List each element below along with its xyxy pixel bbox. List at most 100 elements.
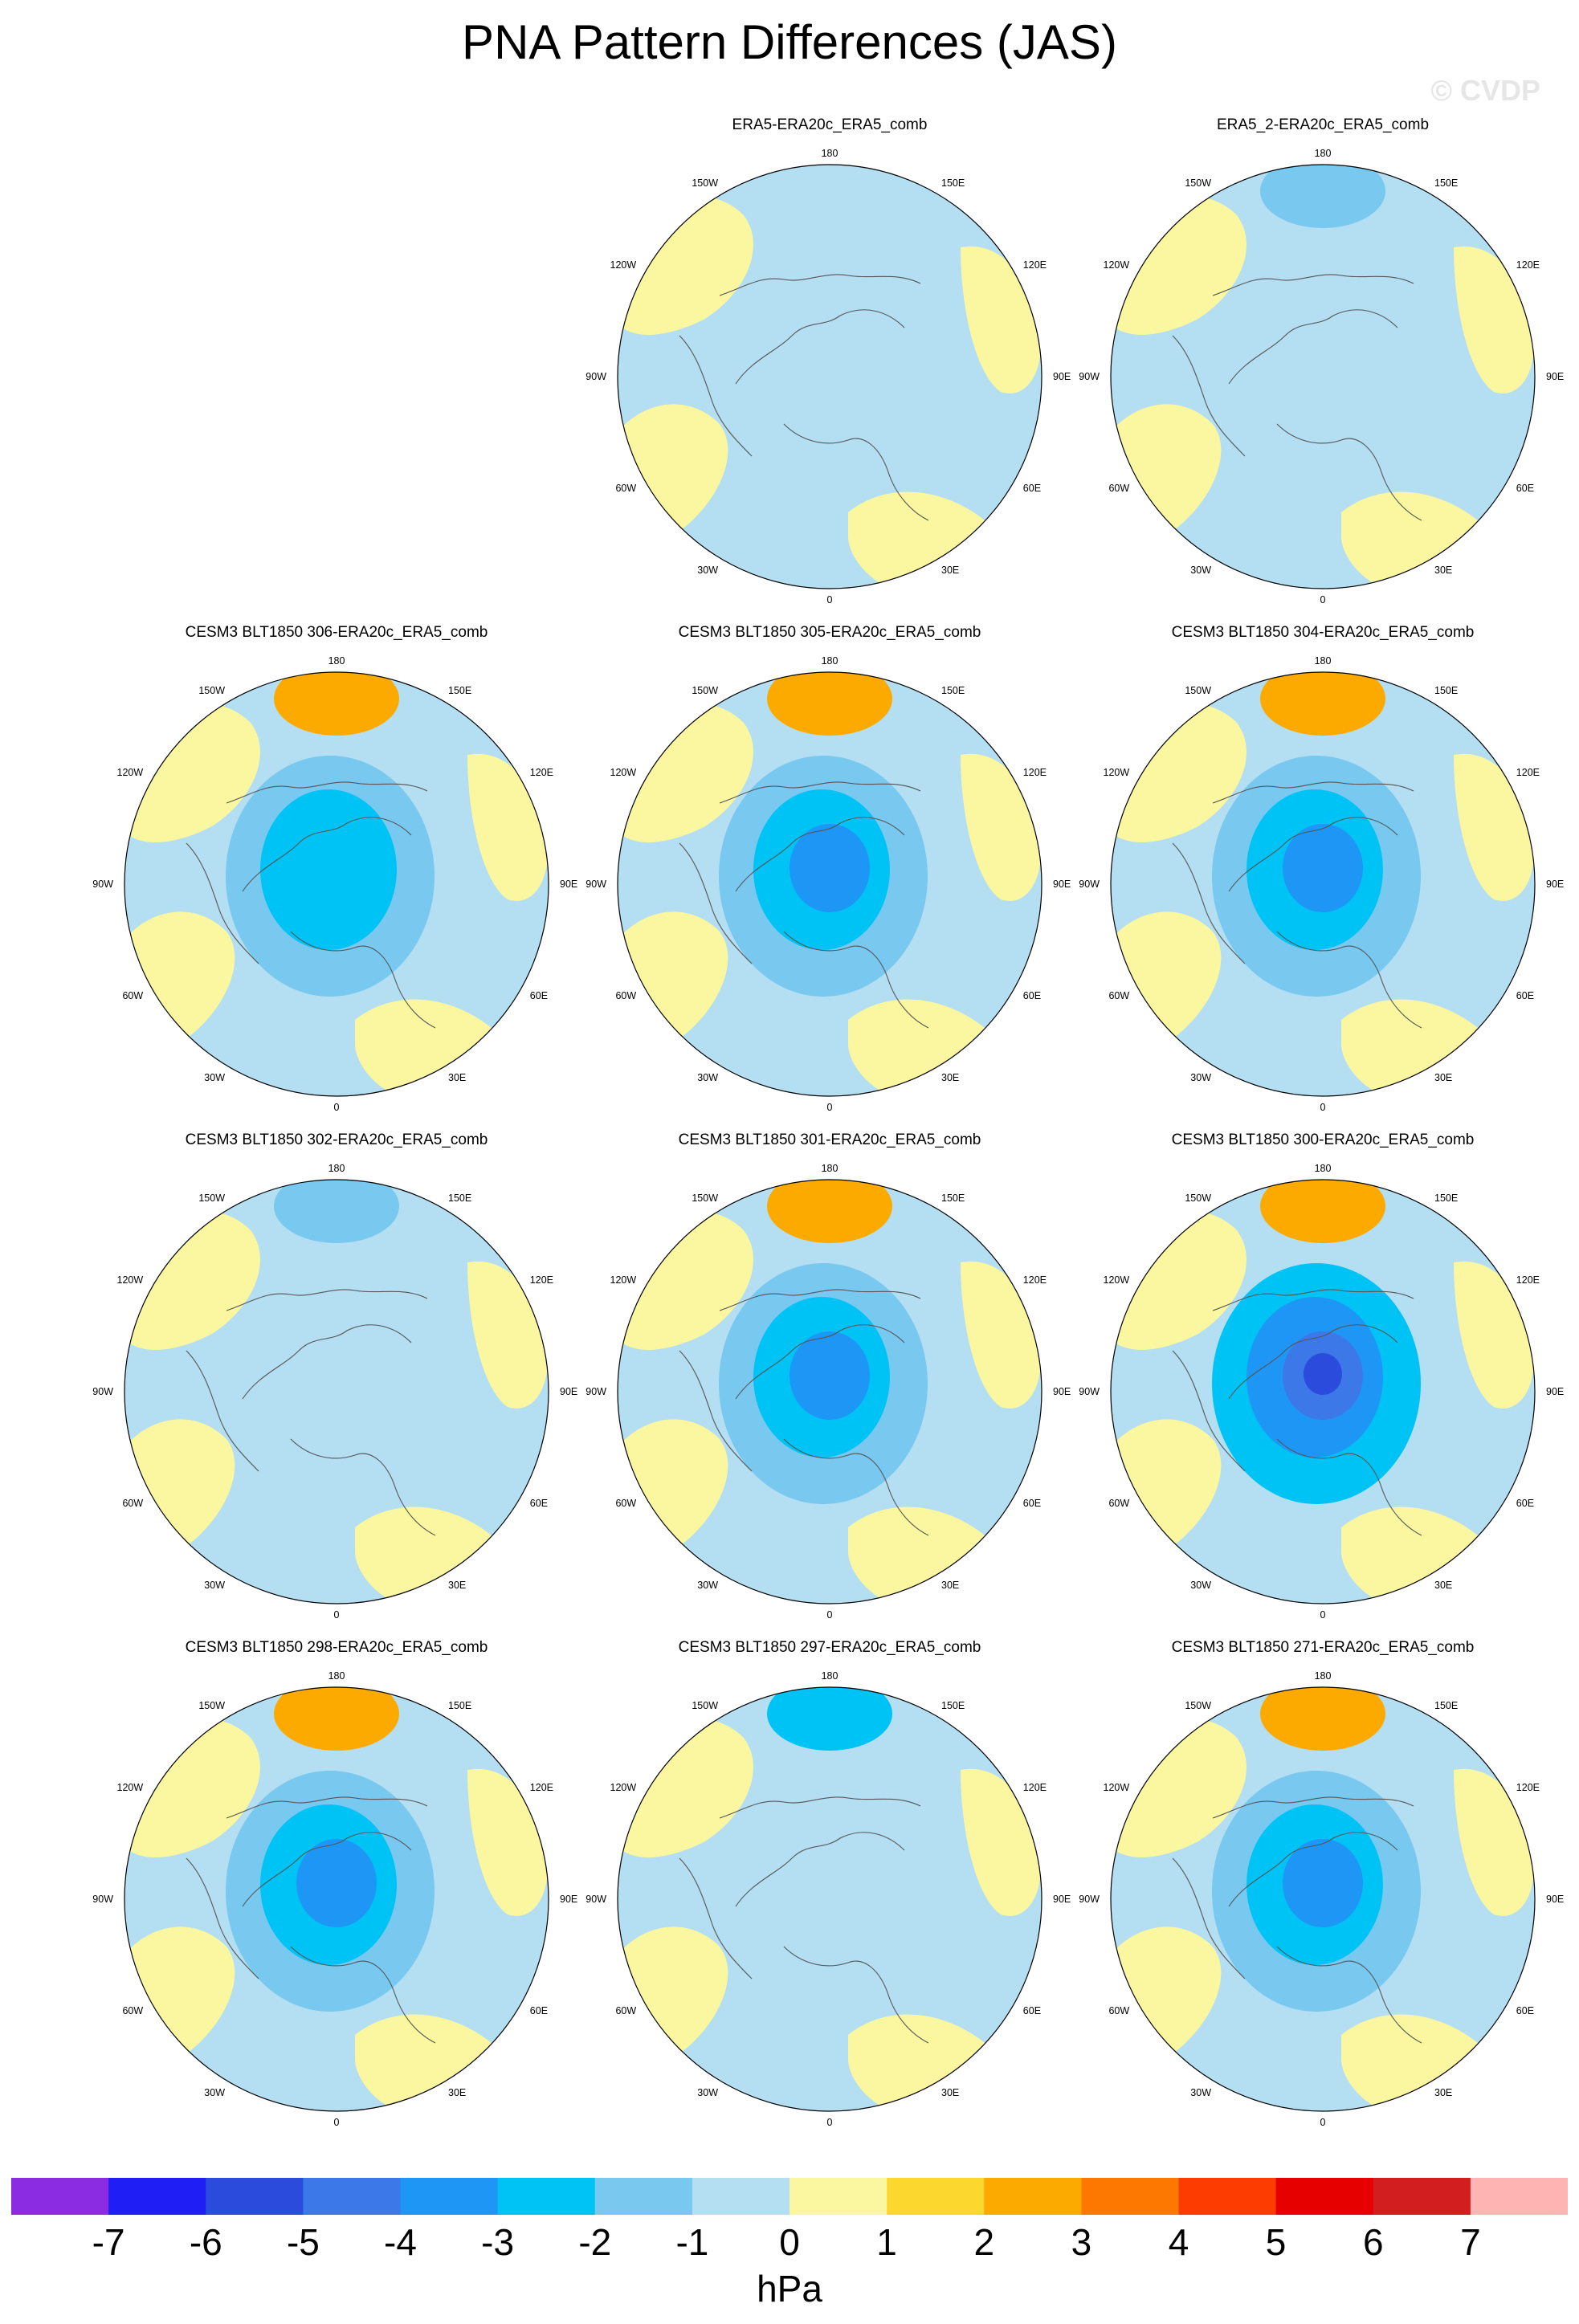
longitude-label: 120E (1023, 767, 1047, 778)
colorbar-swatch (108, 2178, 206, 2215)
panel-title: CESM3 BLT1850 305-ERA20c_ERA5_comb (678, 624, 981, 641)
longitude-label: 30E (941, 565, 959, 576)
longitude-label: 120E (530, 1782, 553, 1793)
coastline (719, 1289, 921, 1311)
pacific-anomaly (767, 1687, 892, 1751)
longitude-label: 180 (328, 1670, 345, 1682)
longitude-label: 180 (1315, 1670, 1332, 1682)
longitude-label: 30W (1190, 565, 1211, 576)
longitude-label: 60W (615, 2005, 636, 2016)
longitude-label: 120W (1104, 259, 1130, 271)
longitude-label: 0 (827, 1609, 833, 1621)
map-panel: CESM3 BLT1850 302-ERA20c_ERA5_comb 180 150… (90, 1131, 583, 1637)
polar-stereographic-map: 180 150E 120E 90E 60E 30E 0 30W 60W 90W 120W 150W (585, 148, 1071, 605)
longitude-label: 120E (1516, 259, 1540, 271)
longitude-label: 90E (1053, 879, 1071, 890)
pacific-anomaly (1260, 672, 1385, 736)
longitude-label: 90W (585, 371, 606, 382)
map-border (1110, 1686, 1536, 2112)
polar-stereographic-map: 180 150E 120E 90E 60E 30E 0 30W 60W 90W 120W 150W (1079, 148, 1564, 605)
longitude-label: 90W (585, 879, 606, 890)
colorbar-swatch (497, 2178, 596, 2215)
coastline (719, 781, 921, 804)
longitude-label: 120E (1023, 1782, 1047, 1793)
longitude-label: 120E (1516, 1274, 1540, 1286)
map-border (1110, 164, 1536, 589)
longitude-label: 120E (1516, 767, 1540, 778)
longitude-label: 150E (941, 1193, 965, 1204)
map-border (124, 1179, 549, 1604)
longitude-label: 90E (1546, 879, 1564, 890)
coastline (783, 1946, 929, 2044)
coastline (679, 1350, 753, 1472)
longitude-label: 30W (1190, 1580, 1211, 1591)
pacific-anomaly (1260, 1687, 1385, 1751)
map-panel: CESM3 BLT1850 300-ERA20c_ERA5_comb 180 150… (1076, 1131, 1569, 1637)
longitude-label: 0 (1320, 594, 1326, 605)
polar-stereographic-map: 180 150E 120E 90E 60E 30E 0 30W 60W 90W 120W 150W (1079, 1163, 1564, 1621)
colorbar-swatch (303, 2178, 402, 2215)
longitude-label: 150W (692, 1700, 718, 1711)
longitude-label: 150W (1185, 177, 1211, 189)
coastline (679, 335, 753, 457)
longitude-label: 60W (122, 2005, 143, 2016)
colorbar-tick-label: 5 (1265, 2221, 1287, 2263)
map-panel: CESM3 BLT1850 297-ERA20c_ERA5_comb 180 150… (583, 1638, 1076, 2144)
panel-title: CESM3 BLT1850 306-ERA20c_ERA5_comb (185, 624, 488, 641)
panel-title: CESM3 BLT1850 304-ERA20c_ERA5_comb (1171, 624, 1475, 641)
colorbar-tick-label: -2 (578, 2221, 612, 2263)
longitude-label: 30W (204, 1072, 225, 1083)
longitude-label: 60W (615, 990, 636, 1001)
longitude-label: 60E (1023, 2005, 1041, 2016)
coastline (719, 274, 921, 296)
longitude-label: 150W (692, 177, 718, 189)
longitude-label: 150E (1434, 1700, 1458, 1711)
pacific-anomaly (1260, 165, 1385, 228)
longitude-label: 60E (530, 1498, 548, 1509)
longitude-label: 150W (198, 1193, 225, 1204)
longitude-label: 0 (1320, 1102, 1326, 1113)
colorbar-tick-label: 1 (876, 2221, 897, 2263)
map-panel: CESM3 BLT1850 305-ERA20c_ERA5_comb 180 150… (583, 623, 1076, 1129)
longitude-label: 180 (822, 148, 838, 159)
longitude-label: 150E (941, 685, 965, 696)
longitude-label: 30W (697, 1580, 718, 1591)
coastline (783, 423, 929, 521)
polar-stereographic-map: 180 150E 120E 90E 60E 30E 0 30W 60W 90W 120W 150W (585, 1163, 1071, 1621)
colorbar (11, 2178, 1568, 2215)
polar-minimum-core (1283, 1839, 1363, 1927)
colorbar-tick-label: 2 (973, 2221, 995, 2263)
pacific-anomaly (767, 672, 892, 736)
map-panel: ERA5-ERA20c_ERA5_comb 180 150E 120E 90E 60E 30… (583, 116, 1076, 622)
coastline (186, 1350, 259, 1472)
longitude-label: 30E (941, 2087, 959, 2098)
longitude-label: 90W (585, 1894, 606, 1905)
longitude-label: 90E (560, 1386, 577, 1397)
longitude-label: 180 (822, 1163, 838, 1174)
map-border (617, 671, 1042, 1097)
coastline (1276, 931, 1422, 1029)
longitude-label: 150W (198, 685, 225, 696)
colorbar-swatch (1178, 2178, 1277, 2215)
longitude-label: 120W (117, 1782, 144, 1793)
longitude-label: 60W (1108, 990, 1129, 1001)
coastline (186, 1857, 259, 1979)
longitude-label: 120E (1023, 1274, 1047, 1286)
colorbar-swatch (11, 2178, 109, 2215)
colorbar-tick-label: -5 (286, 2221, 320, 2263)
coastline (226, 1289, 428, 1311)
longitude-label: 150W (1185, 1193, 1211, 1204)
longitude-label: 90W (585, 1386, 606, 1397)
longitude-label: 150W (198, 1700, 225, 1711)
longitude-label: 90W (1079, 1386, 1100, 1397)
coastline (1228, 309, 1398, 385)
longitude-label: 150W (1185, 1700, 1211, 1711)
longitude-label: 0 (827, 2117, 833, 2128)
map-panel: ERA5_2-ERA20c_ERA5_comb 180 150E 120E 90E 60E… (1076, 116, 1569, 622)
colorbar-tick-labels: -7 -6 -5 -4 -3 -2 -1 0 1 2 3 4 5 6 7 (0, 2218, 1579, 2268)
panel-title: ERA5-ERA20c_ERA5_comb (732, 116, 928, 133)
coastline (679, 842, 753, 964)
polar-stereographic-map: 180 150E 120E 90E 60E 30E 0 30W 60W 90W 120W 150W (585, 655, 1071, 1113)
longitude-label: 30E (1434, 2087, 1452, 2098)
longitude-label: 150E (1434, 1193, 1458, 1204)
